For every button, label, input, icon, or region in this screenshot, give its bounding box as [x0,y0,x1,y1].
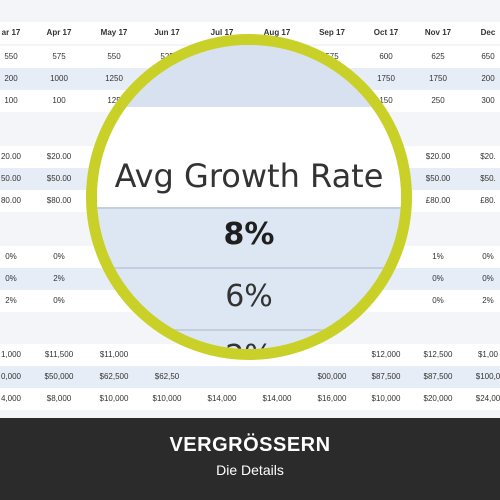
month-header: Nov 17 [424,28,452,37]
table-row: 0,000 $50,000 $62,500 $62,50 $00,000 $87… [0,366,500,388]
growth-rate-value: 6% [225,279,273,314]
table-cell: 0% [53,296,65,305]
table-cell: 0% [482,274,494,283]
table-cell: $80.00 [46,196,72,205]
month-header: Aug 17 [263,28,291,37]
table-cell: 20.00 [0,152,22,161]
table-cell: 650 [481,52,495,61]
table-cell: $12,500 [423,350,453,359]
table-cell: $00,000 [317,372,347,381]
table-cell: $1,00 [477,350,499,359]
table-cell: $16,000 [317,394,347,403]
table-cell: 1750 [429,74,447,83]
table-row: 4,000 $8,000 $10,000 $10,000 $14,000 $14… [0,388,500,410]
month-header: May 17 [100,28,128,37]
table-cell: 100 [4,96,18,105]
table-cell: $20.00 [425,152,451,161]
table-cell: 0,000 [0,372,22,381]
table-cell: 1% [432,252,444,261]
footer-banner: VERGRÖSSERN Die Details [0,418,500,500]
table-cell: 200 [481,74,495,83]
table-cell: $10,000 [99,394,129,403]
footer-title: VERGRÖSSERN [169,434,331,456]
table-cell: $100,0 [475,372,500,381]
table-cell: 50.00 [0,174,22,183]
lens-title-band [97,107,401,209]
lens-header-band [97,45,401,107]
table-cell: $11,000 [99,350,129,359]
table-cell: 4,000 [0,394,22,403]
table-cell: 0% [53,252,65,261]
table-cell: 0% [432,274,444,283]
table-cell [197,366,247,388]
table-cell: 0% [5,274,17,283]
table-cell: $62,50 [154,372,180,381]
table-cell: $12,000 [371,350,401,359]
table-cell: 575 [52,52,66,61]
table-cell: £80. [480,196,496,205]
month-header: Sep 17 [319,28,345,37]
lens-divider [97,207,401,209]
footer-subtitle: Die Details [216,462,284,478]
table-cell: 550 [4,52,18,61]
table-cell: 0% [482,252,494,261]
table-cell: 80.00 [0,196,22,205]
table-cell: 2% [5,296,17,305]
table-cell: $14,000 [207,394,237,403]
month-header-row: ar 17 Apr 17 May 17 Jun 17 Jul 17 Aug 17… [0,22,500,44]
lens-divider [97,267,401,269]
table-cell: 250 [431,96,445,105]
table-cell: $87,500 [371,372,401,381]
growth-rate-value: 8% [223,217,275,252]
table-cell: 1000 [50,74,68,83]
month-header: Dec [480,28,496,37]
month-header: Jul 17 [210,28,234,37]
table-cell: 0% [5,252,17,261]
avg-growth-rate-label: Avg Growth Rate [114,157,384,195]
table-cell: $20,000 [423,394,453,403]
table-cell: $20. [480,152,496,161]
magnifier-lens: Avg Growth Rate 8% 6% 2% [86,34,412,360]
lens-divider [97,329,401,331]
table-cell: $14,000 [262,394,292,403]
table-cell: 300 [481,96,495,105]
table-cell: $50.00 [425,174,451,183]
table-cell: $24,00 [475,394,500,403]
table-cell: 200 [4,74,18,83]
table-cell: $8,000 [46,394,72,403]
table-cell: $62,500 [99,372,129,381]
table-cell: $11,500 [44,350,74,359]
table-cell: 0% [432,296,444,305]
table-cell: $87,500 [423,372,453,381]
table-cell: $50,000 [44,372,74,381]
month-header: ar 17 [1,28,21,37]
table-cell: $10,000 [152,394,182,403]
table-cell [252,366,302,388]
table-cell: 100 [52,96,66,105]
table-cell: 625 [431,52,445,61]
table-cell: 1,000 [0,350,22,359]
table-cell: $50. [480,174,496,183]
table-cell: 2% [482,296,494,305]
table-cell: 2% [53,274,65,283]
table-cell: $50.00 [46,174,72,183]
table-cell: $20.00 [46,152,72,161]
table-cell: $10,000 [371,394,401,403]
month-header: Jun 17 [154,28,180,37]
month-header: Oct 17 [373,28,399,37]
table-cell: £80.00 [425,196,451,205]
month-header: Apr 17 [46,28,72,37]
growth-rate-value: 2% [225,339,273,360]
